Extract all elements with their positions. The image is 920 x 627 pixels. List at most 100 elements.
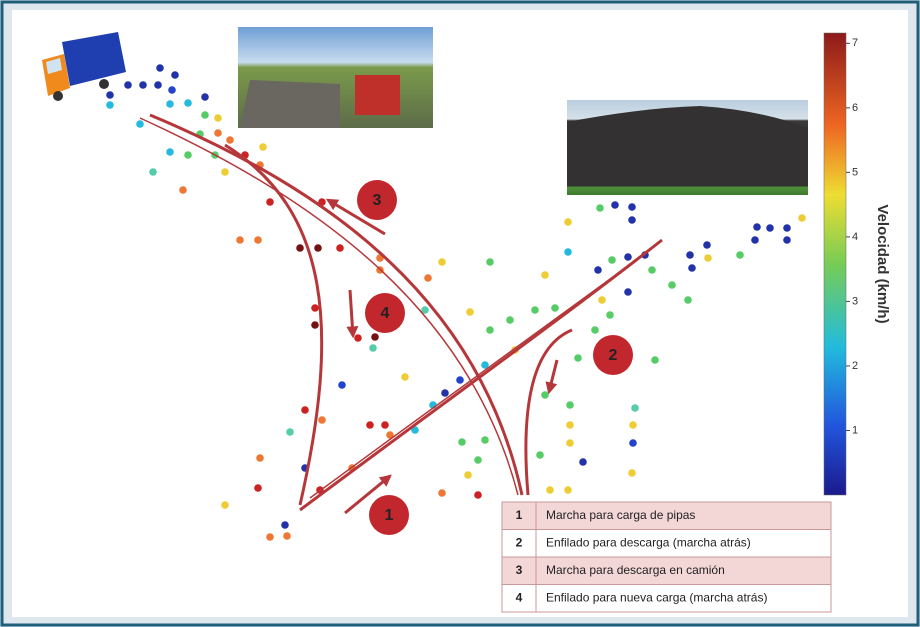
gps-point — [438, 489, 446, 497]
gps-point — [179, 186, 187, 194]
gps-point — [703, 241, 711, 249]
gps-point — [628, 203, 636, 211]
gps-point — [531, 306, 539, 314]
gps-point — [214, 129, 222, 137]
arrow — [344, 474, 392, 515]
legend-row — [501, 584, 832, 613]
gps-point — [281, 521, 289, 529]
gps-point — [371, 333, 379, 341]
colorbar-tick-label: 4 — [852, 231, 858, 243]
legend-number: 4 — [516, 590, 523, 604]
gps-point — [651, 356, 659, 364]
gps-point — [311, 321, 319, 329]
gps-point — [481, 361, 489, 369]
gps-point — [628, 216, 636, 224]
gps-point — [466, 308, 474, 316]
gps-point — [486, 258, 494, 266]
colorbar-ticks: 1 2 3 4 5 6 7 — [846, 37, 858, 436]
colorbar-tick-label: 2 — [852, 360, 858, 372]
gps-point — [139, 81, 147, 89]
gps-point — [301, 406, 309, 414]
gps-point — [458, 438, 466, 446]
gps-point — [456, 376, 464, 384]
gps-point — [311, 304, 319, 312]
legend-row — [501, 556, 832, 585]
gps-point — [124, 81, 132, 89]
gps-point — [424, 274, 432, 282]
gps-point — [464, 471, 472, 479]
gps-point — [386, 431, 394, 439]
truck-icon — [42, 32, 126, 101]
trajectory-3 — [149, 113, 524, 496]
gps-point — [606, 311, 614, 319]
gps-point — [564, 248, 572, 256]
gps-point — [566, 421, 574, 429]
gps-point — [296, 244, 304, 252]
gps-point — [166, 148, 174, 156]
gps-point — [611, 201, 619, 209]
direction-arrows — [325, 198, 559, 515]
colorbar-tick-label: 6 — [852, 102, 858, 114]
photo-pile-shape — [567, 106, 808, 185]
gps-point — [506, 316, 514, 324]
gps-points — [106, 64, 806, 541]
gps-point — [201, 93, 209, 101]
legend-text: Enfilado para nueva carga (marcha atrás) — [546, 590, 767, 604]
gps-point — [591, 326, 599, 334]
gps-point — [401, 373, 409, 381]
marker-label: 2 — [609, 347, 618, 364]
step-markers: 1 2 3 4 — [357, 180, 633, 535]
gps-point — [486, 326, 494, 334]
gps-point — [579, 458, 587, 466]
gps-point — [574, 354, 582, 362]
gps-point — [541, 391, 549, 399]
gps-point — [338, 381, 346, 389]
arrow — [545, 359, 559, 395]
gps-point — [166, 100, 174, 108]
gps-point — [566, 401, 574, 409]
arrow — [325, 198, 386, 236]
gps-point — [564, 218, 572, 226]
colorbar-tick-label: 1 — [852, 424, 858, 436]
legend-text: Marcha para carga de pipas — [546, 508, 695, 522]
gps-point — [546, 486, 554, 494]
gps-point — [648, 266, 656, 274]
gps-point — [594, 266, 602, 274]
gps-point — [354, 334, 362, 342]
gps-point — [106, 101, 114, 109]
gps-point — [766, 224, 774, 232]
gps-point — [598, 296, 606, 304]
gps-point — [366, 421, 374, 429]
gps-point — [168, 86, 176, 94]
gps-point — [438, 258, 446, 266]
gps-point — [254, 236, 262, 244]
trajectory-2 — [524, 328, 573, 496]
gps-point — [266, 198, 274, 206]
legend-text: Enfilado para descarga (marcha atrás) — [546, 535, 751, 549]
gps-point — [441, 389, 449, 397]
trajectory-3b — [139, 117, 519, 496]
gps-point — [106, 91, 114, 99]
legend-number: 2 — [516, 535, 523, 549]
gps-point — [214, 114, 222, 122]
gps-point — [184, 99, 192, 107]
gps-point — [629, 421, 637, 429]
legend-number: 3 — [516, 563, 523, 577]
marker-label: 4 — [381, 305, 390, 322]
gps-point — [783, 224, 791, 232]
gps-point — [736, 251, 744, 259]
gps-point — [631, 404, 639, 412]
legend-row — [501, 529, 832, 558]
gps-point — [608, 256, 616, 264]
gps-point — [688, 264, 696, 272]
gps-point — [318, 416, 326, 424]
marker-circle — [365, 293, 405, 333]
gps-point — [474, 491, 482, 499]
trajectory-4 — [224, 143, 324, 506]
colorbar-tick-label: 5 — [852, 166, 858, 178]
marker-label: 1 — [385, 507, 394, 524]
gps-point — [236, 236, 244, 244]
gps-point — [283, 532, 291, 540]
gps-point — [551, 304, 559, 312]
colorbar-label: Velocidad (km/h) — [874, 204, 891, 323]
